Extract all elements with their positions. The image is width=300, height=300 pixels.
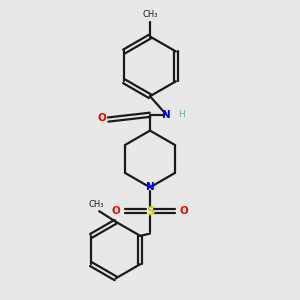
Text: N: N <box>162 110 171 120</box>
Text: CH₃: CH₃ <box>88 200 104 209</box>
Text: N: N <box>146 182 154 192</box>
Text: O: O <box>97 113 106 123</box>
Text: CH₃: CH₃ <box>142 10 158 19</box>
Text: H: H <box>178 110 185 119</box>
Text: S: S <box>146 205 154 218</box>
Text: O: O <box>111 206 120 216</box>
Text: O: O <box>180 206 189 216</box>
